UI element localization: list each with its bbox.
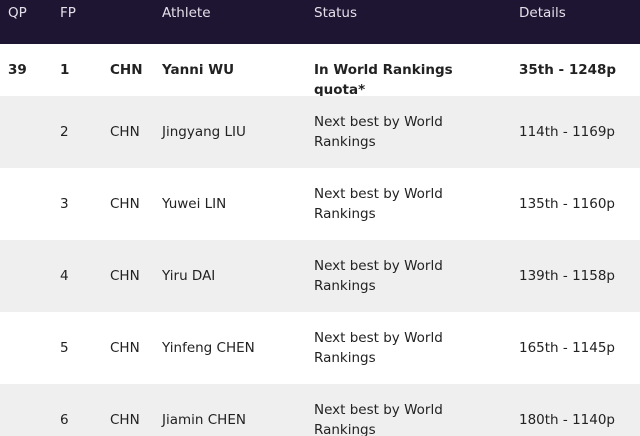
table-header: QP FP Athlete Status Details [0,0,640,44]
header-cell: FP [60,5,76,21]
details-cell: 35th - 1248p [519,62,617,78]
country-cell: CHN [110,196,140,212]
table-row: 3 CHN Yuwei LIN Next best by World Rankings… [0,168,640,240]
table-row: 2 CHN Jingyang LIU Next best by World Ranki… [0,96,640,168]
details-cell: 139th - 1158p [519,268,615,284]
header-cell: Status [314,5,358,21]
table-row: 6 CHN Jiamin CHEN Next best by World Rankin… [0,384,640,436]
country-cell: CHN [110,124,140,140]
header-cell: Details [519,5,566,21]
table-row: 4 CHN Yiru DAI Next best by World Rankings 1… [0,240,640,312]
status-cell: Next best by World Rankings [314,114,443,150]
header-cell: QP [8,5,27,21]
status-cell: In World Rankings quota* [314,62,453,98]
qp-cell: 39 [8,62,27,78]
details-cell: 135th - 1160p [519,196,615,212]
status-cell: Next best by World Rankings [314,258,443,294]
table-row: 5 CHN Yinfeng CHEN Next best by World Ranki… [0,312,640,384]
fp-cell: 5 [60,340,69,356]
country-cell: CHN [110,340,140,356]
details-cell: 180th - 1140p [519,412,615,428]
details-cell: 114th - 1169p [519,124,615,140]
details-cell: 165th - 1145p [519,340,615,356]
athlete-cell: Yuwei LIN [162,196,227,212]
athlete-cell: Yiru DAI [162,268,216,284]
status-cell: Next best by World Rankings [314,186,443,222]
athlete-cell: Jingyang LIU [162,124,246,140]
status-cell: Next best by World Rankings [314,330,443,366]
fp-cell: 3 [60,196,69,212]
athlete-cell: Jiamin CHEN [162,412,246,428]
table-row: 39 1 CHN Yanni WU In World Rankings quota* 35… [0,44,640,98]
fp-cell: 1 [60,62,70,78]
fp-cell: 2 [60,124,69,140]
country-cell: CHN [110,268,140,284]
athlete-cell: Yanni WU [162,62,235,78]
fp-cell: 4 [60,268,69,284]
status-cell: Next best by World Rankings [314,402,443,436]
header-cell: Athlete [162,5,211,21]
fp-cell: 6 [60,412,69,428]
country-cell: CHN [110,62,143,78]
country-cell: CHN [110,412,140,428]
athlete-cell: Yinfeng CHEN [162,340,255,356]
